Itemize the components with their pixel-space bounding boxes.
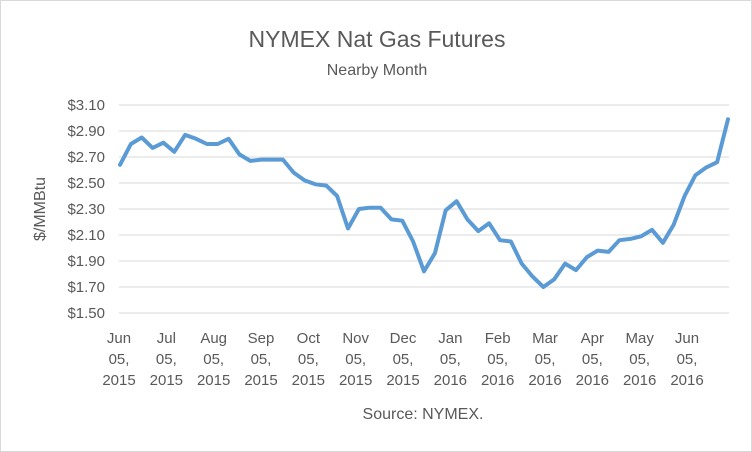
x-tick-label: Jul 05, 2015 (150, 330, 183, 389)
x-tick-label: Apr 05, 2016 (576, 330, 609, 389)
x-tick-label: Mar 05, 2016 (528, 330, 561, 389)
y-tick-label: $2.50 (67, 175, 105, 192)
x-tick-label: Jun 05, 2016 (670, 330, 703, 389)
y-tick-label: $3.10 (67, 97, 105, 114)
x-tick-label: Aug 05, 2015 (197, 330, 230, 389)
x-tick-label: Feb 05, 2016 (481, 330, 514, 389)
x-axis-ticks: Jun 05, 2015 Jul 05, 2015 Aug 05, 2015 Sep 05, 2015… (102, 330, 703, 389)
y-tick-label: $1.90 (67, 253, 105, 270)
y-axis-ticks: $3.10 $2.90 $2.70 $2.50 $2.30 $2.10 $1.90 $1.70… (67, 97, 105, 322)
y-tick-label: $2.30 (67, 201, 105, 218)
x-tick-label: May 05, 2016 (623, 330, 656, 389)
y-tick-label: $1.70 (67, 279, 105, 296)
x-tick-label: Dec 05, 2015 (386, 330, 419, 389)
x-tick-label: Jan 05, 2016 (434, 330, 467, 389)
chart-title: NYMEX Nat Gas Futures (249, 26, 506, 52)
series-line (118, 117, 730, 289)
y-tick-label: $2.70 (67, 149, 105, 166)
y-axis-title: $/MMBtu (32, 177, 49, 241)
gridlines (119, 104, 729, 314)
series-layer (118, 117, 730, 289)
x-tick-label: Jun 05, 2015 (102, 330, 135, 389)
x-tick-label: Sep 05, 2015 (244, 330, 277, 389)
x-tick-label: Oct 05, 2015 (292, 330, 325, 389)
y-tick-label: $2.90 (67, 123, 105, 140)
source-note: Source: NYMEX. (363, 406, 484, 423)
x-tick-label: Nov 05, 2015 (339, 330, 372, 389)
y-tick-label: $1.50 (67, 305, 105, 322)
chart-subtitle: Nearby Month (327, 62, 428, 79)
y-tick-label: $2.10 (67, 227, 105, 244)
